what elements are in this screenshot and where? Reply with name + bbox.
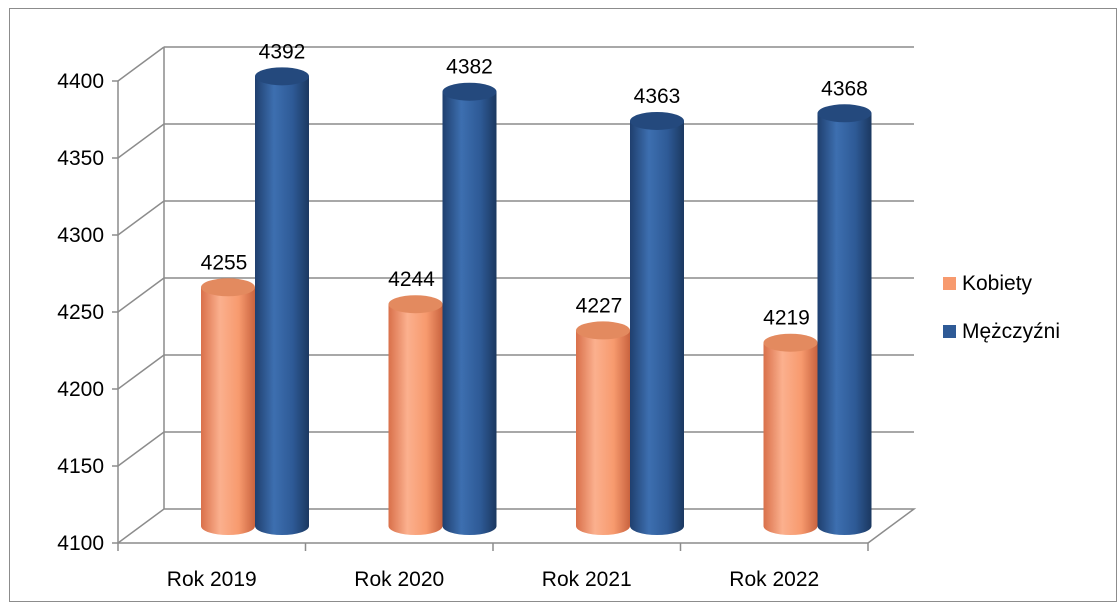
data-label: 4368 (821, 77, 868, 100)
legend: Kobiety Mężczyźni (943, 272, 1060, 343)
data-label: 4382 (446, 56, 493, 79)
legend-label-kobiety: Kobiety (962, 272, 1033, 295)
gridline-side (117, 354, 165, 390)
y-tick-label: 4200 (57, 378, 104, 401)
bar-top-mezczyzni (630, 111, 684, 130)
x-tick-label: Rok 2020 (354, 568, 444, 591)
data-labels: 4255 4392 4244 4382 4227 4363 4219 4368 (201, 40, 868, 329)
bar-kobiety (763, 342, 818, 535)
bar-kobiety (576, 330, 630, 535)
data-label: 4227 (576, 294, 623, 317)
data-label: 4255 (201, 251, 248, 274)
data-label: 4219 (763, 307, 810, 330)
data-label: 4392 (259, 40, 306, 63)
y-tick-label: 4100 (57, 532, 104, 555)
legend-swatch-kobiety (943, 277, 956, 290)
gridline-side (117, 200, 165, 236)
y-tick-label: 4300 (57, 224, 104, 247)
bar-top-mezczyzni (442, 82, 497, 101)
legend-swatch-mezczyzni (943, 325, 956, 338)
bar-mezczyzni (630, 120, 684, 535)
bar-top-mezczyzni (255, 67, 309, 86)
gridline-side (117, 277, 165, 313)
data-label: 4244 (388, 268, 435, 291)
bar-mezczyzni (817, 113, 872, 535)
y-tick-label: 4350 (57, 147, 104, 170)
legend-label-mezczyzni: Mężczyźni (962, 320, 1060, 343)
x-tick-label: Rok 2021 (542, 568, 632, 591)
bar-top-mezczyzni (817, 104, 872, 123)
bar-top-kobiety (763, 333, 818, 352)
bars (201, 67, 872, 535)
bar-mezczyzni (442, 91, 497, 535)
y-tick-label: 4400 (57, 70, 104, 93)
gridline-side (117, 123, 165, 159)
bar-kobiety (201, 287, 255, 535)
bar-kobiety (388, 304, 443, 535)
chart-walls (117, 508, 917, 544)
y-tick-label: 4150 (57, 455, 104, 478)
gridline-side (117, 46, 165, 82)
bar-mezczyzni (255, 76, 309, 535)
chart-frame (9, 8, 1117, 602)
bar-top-kobiety (576, 321, 630, 340)
axes: 4100 4150 4200 4250 4300 4350 4400 Rok 2019 Rok … (57, 47, 869, 591)
gridline-side (117, 431, 165, 467)
floor-outline (117, 508, 917, 544)
bar-top-kobiety (201, 278, 255, 297)
y-tick-label: 4250 (57, 301, 104, 324)
x-tick-label: Rok 2019 (167, 568, 257, 591)
bar-top-kobiety (388, 295, 443, 314)
data-label: 4363 (634, 85, 681, 108)
x-tick-label: Rok 2022 (729, 568, 819, 591)
